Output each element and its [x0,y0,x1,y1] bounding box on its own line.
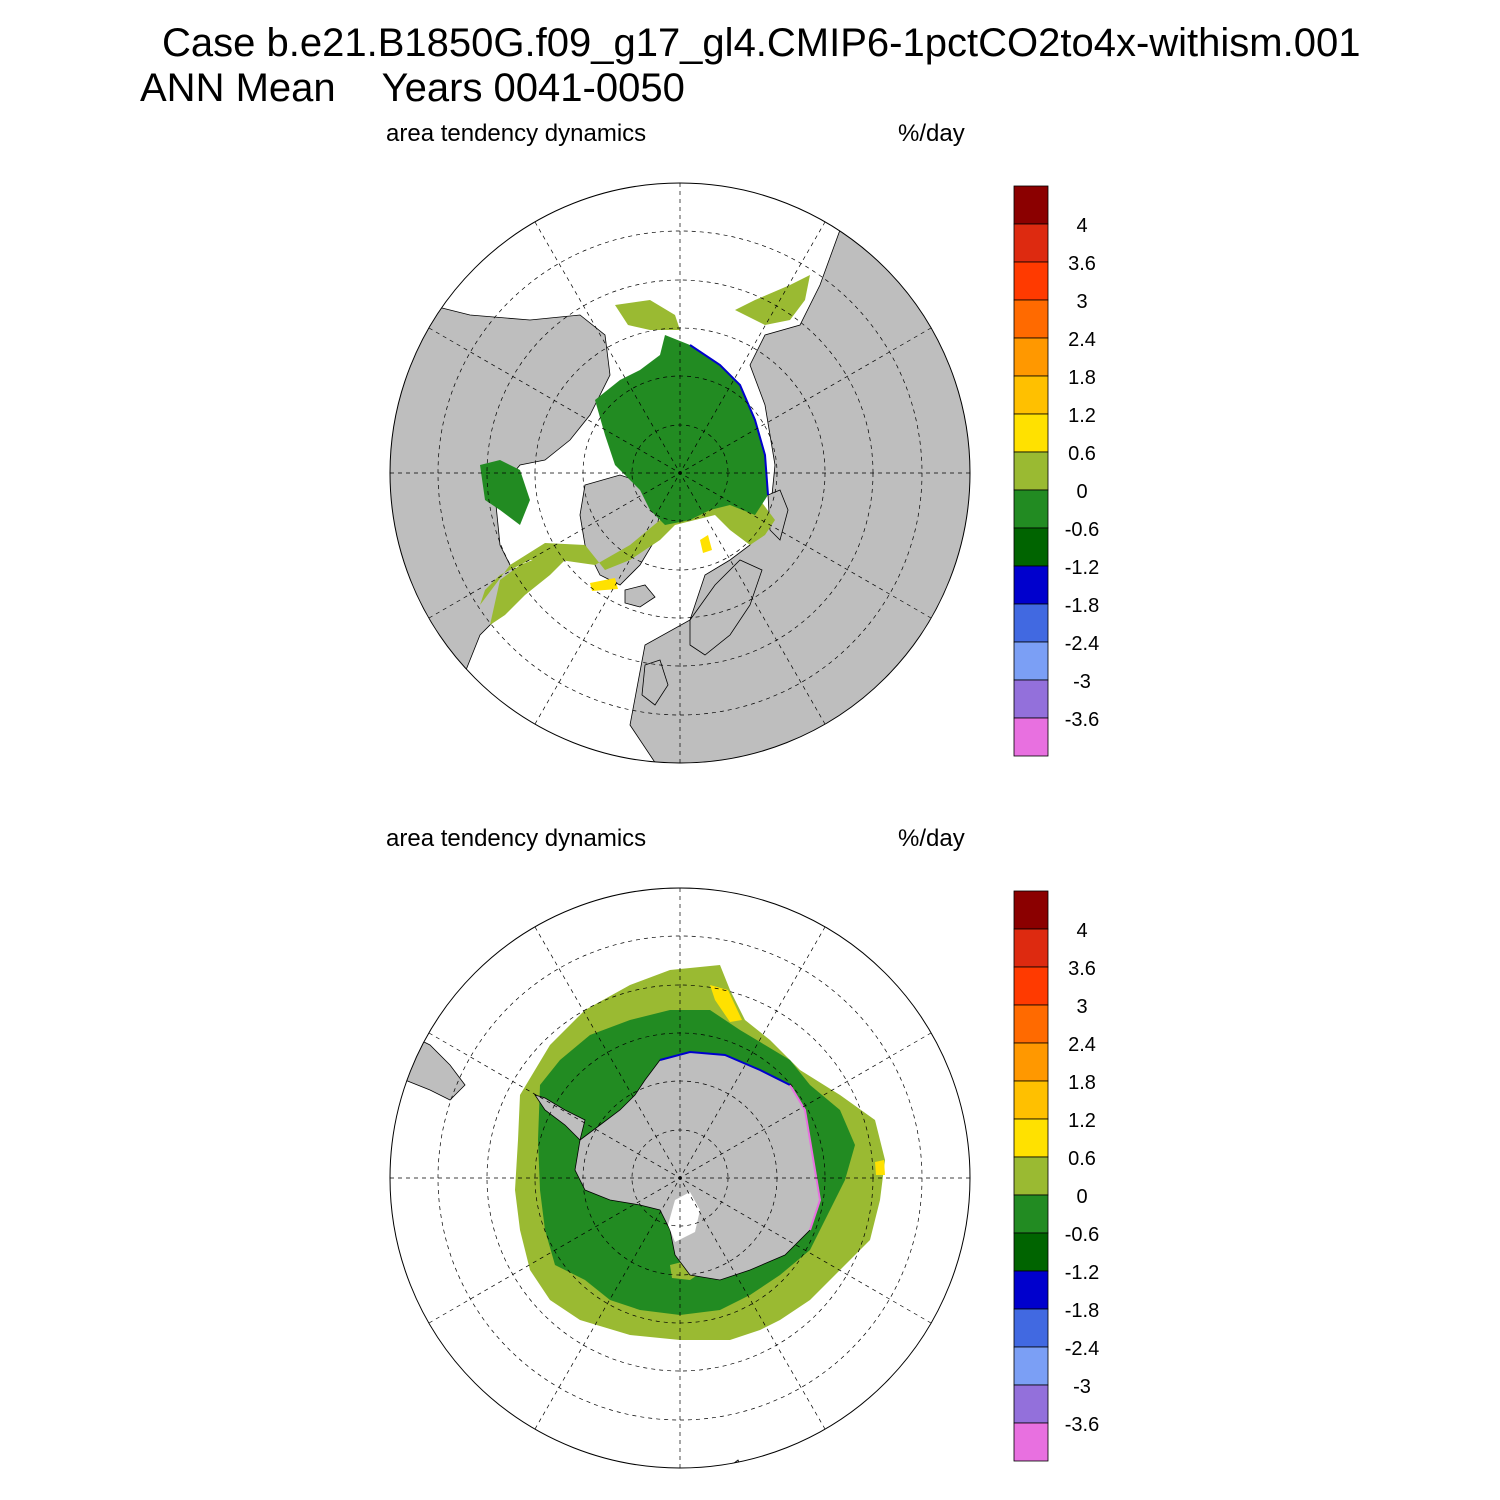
south-polar-map [389,887,971,1469]
north-colorbar-tick-label: 0 [1076,481,1087,503]
south-colorbar: 4 3.6 3 2.4 1.8 1.2 0.6 0 -0.6 -1.2 -1.8 -2.4 -3 -3.6 [1013,890,1099,1462]
north-panel-title: area tendency dynamics [386,120,647,147]
north-colorbar-bin [1013,641,1049,681]
south-colorbar-bin [1013,1194,1049,1234]
south-colorbar-tick-label: -0.6 [1065,1224,1099,1246]
case-title: Case b.e21.B1850G.f09_g17_gl4.CMIP6-1pct… [162,21,1361,65]
south-colorbar-bin [1013,890,1049,930]
north-land-iceland [624,584,656,608]
south-colorbar-tick-label: -1.2 [1065,1262,1099,1284]
north-colorbar-tick-label: -1.8 [1065,595,1099,617]
south-land-antarctic-peninsula [534,1094,586,1141]
north-colorbar-bin [1013,717,1049,757]
season-label: ANN Mean [140,66,336,110]
south-colorbar-tick-label: -1.8 [1065,1300,1099,1322]
north-ice-greenland-sea-positive [700,535,712,553]
north-colorbar-tick-label: 3 [1076,291,1087,313]
south-panel-units: %/day [898,825,965,852]
south-colorbar-bin [1013,966,1049,1006]
south-ice-positive-patch [710,985,742,1022]
south-panel-title: area tendency dynamics [386,825,647,852]
north-colorbar-tick-label: -3.6 [1065,709,1099,731]
north-ice-central-arctic [595,335,768,525]
north-ice-hudson-bay [490,557,565,625]
south-colorbar-tick-label: -2.4 [1065,1338,1099,1360]
north-colorbar-bin [1013,527,1049,567]
north-ice-edge-dark [689,344,769,496]
north-land-british-isles [641,659,669,706]
north-colorbar-tick-label: 2.4 [1068,329,1096,351]
south-colorbar-bin [1013,1346,1049,1386]
south-colorbar-bin [1013,928,1049,968]
south-colorbar-tick-label: -3.6 [1065,1414,1099,1436]
north-colorbar-bin [1013,375,1049,415]
south-colorbar-bin [1013,1422,1049,1462]
north-colorbar-bin [1013,299,1049,339]
south-colorbar-tick-label: 4 [1076,920,1087,942]
north-map-border [389,182,971,764]
south-ross-ice-shelf [668,1192,700,1242]
north-colorbar-bin [1013,565,1049,605]
south-ice-coastal-edge-2 [789,1084,822,1231]
north-colorbar-bin [1013,261,1049,301]
south-graticule [390,888,970,1468]
south-colorbar-bin [1013,1042,1049,1082]
north-colorbar-tick-label: 4 [1076,215,1087,237]
north-ice-hudson-positive [590,578,618,591]
south-colorbar-tick-label: -3 [1073,1376,1091,1398]
north-panel-units: %/day [898,120,965,147]
south-colorbar-bin [1013,1270,1049,1310]
south-colorbar-bin [1013,1118,1049,1158]
north-ice-marginal-atlantic [480,500,775,605]
north-colorbar-bin [1013,223,1049,263]
north-colorbar-bin [1013,413,1049,453]
south-colorbar-bin [1013,1384,1049,1424]
north-graticule [390,183,970,763]
south-colorbar-tick-label: 3.6 [1068,958,1096,980]
south-ice-positive-patch-2 [875,1160,885,1175]
north-colorbar-bin [1013,603,1049,643]
north-colorbar: 4 3.6 3 2.4 1.8 1.2 0.6 0 -0.6 -1.2 -1.8 -2.4 -3 -3.6 [1013,185,1099,757]
south-colorbar-bin [1013,1156,1049,1196]
years-label: Years 0041-0050 [381,66,685,110]
south-ice-coastal-edge [659,1050,791,1086]
north-ice-labrador-baffin [480,460,530,525]
south-colorbar-bin [1013,1232,1049,1272]
south-colorbar-bin [1013,1004,1049,1044]
south-colorbar-tick-label: 1.8 [1068,1072,1096,1094]
south-colorbar-tick-label: 1.2 [1068,1110,1096,1132]
north-colorbar-tick-label: -2.4 [1065,633,1099,655]
north-colorbar-tick-label: -3 [1073,671,1091,693]
north-colorbar-bin [1013,451,1049,491]
north-colorbar-bin [1013,185,1049,225]
south-colorbar-tick-label: 0 [1076,1186,1087,1208]
north-colorbar-tick-label: 1.2 [1068,405,1096,427]
north-colorbar-tick-label: 1.8 [1068,367,1096,389]
north-polar-map [389,182,971,764]
south-colorbar-tick-label: 3 [1076,996,1087,1018]
south-colorbar-bin [1013,1080,1049,1120]
north-ice-bering [615,300,680,330]
north-colorbar-tick-label: 3.6 [1068,253,1096,275]
south-colorbar-tick-label: 0.6 [1068,1148,1096,1170]
south-colorbar-bin [1013,1308,1049,1348]
north-colorbar-bin [1013,679,1049,719]
north-colorbar-bin [1013,489,1049,529]
north-colorbar-tick-label: -0.6 [1065,519,1099,541]
period-title: ANN Mean Years 0041-0050 [140,68,685,108]
north-colorbar-bin [1013,337,1049,377]
north-colorbar-tick-label: -1.2 [1065,557,1099,579]
south-map-border [389,887,971,1469]
north-colorbar-tick-label: 0.6 [1068,443,1096,465]
north-ice-okhotsk [735,275,810,325]
south-colorbar-tick-label: 2.4 [1068,1034,1096,1056]
